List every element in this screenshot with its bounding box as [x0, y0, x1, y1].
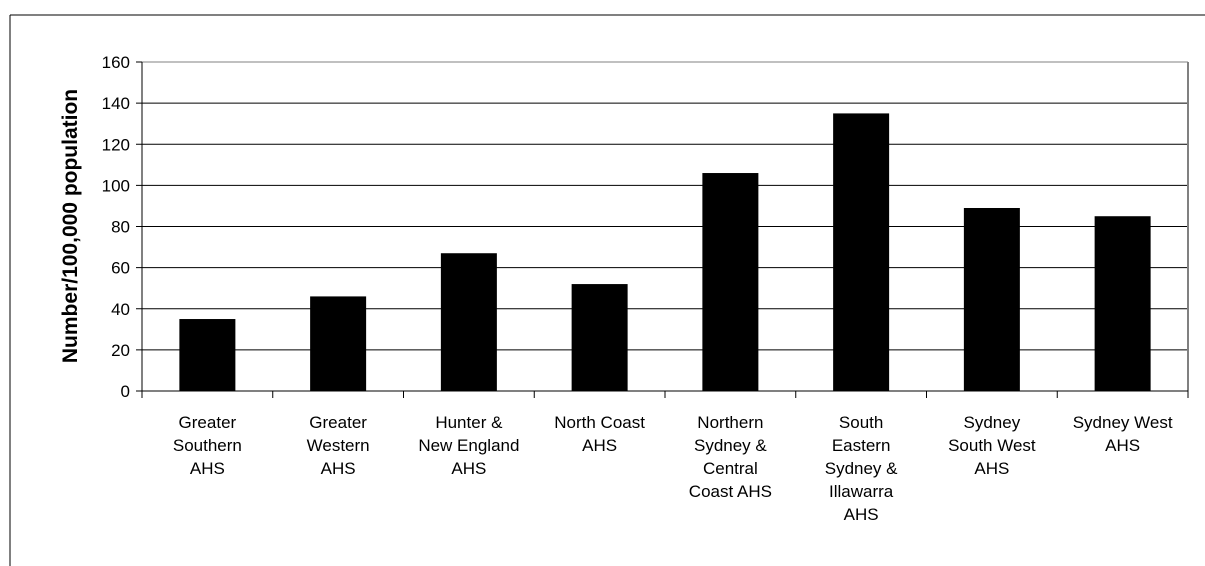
x-category-label: Northern: [697, 413, 763, 432]
y-tick-label: 100: [102, 176, 130, 195]
y-tick-label: 60: [111, 259, 130, 278]
grid-lines: [142, 61, 1188, 351]
x-category-label: AHS: [321, 459, 356, 478]
x-category-label: Hunter &: [435, 413, 503, 432]
y-tick-label: 120: [102, 135, 130, 154]
x-category-label: New England: [418, 436, 519, 455]
bar-6: [963, 207, 1020, 391]
x-category-label: Sydney &: [694, 436, 767, 455]
x-category-label: AHS: [844, 505, 879, 524]
x-category-label: Sydney West: [1073, 413, 1173, 432]
x-category-label: Western: [307, 436, 370, 455]
bar-0: [179, 319, 236, 391]
x-category-label: Sydney &: [825, 459, 898, 478]
x-category-label: North Coast: [554, 413, 645, 432]
bar-1: [310, 296, 367, 391]
x-category-label: South West: [948, 436, 1036, 455]
y-tick-label: 0: [121, 382, 130, 401]
y-axis-title: Number/100,000 population: [59, 89, 82, 363]
x-category-label: AHS: [190, 459, 225, 478]
y-tick-label: 80: [111, 218, 130, 237]
x-category-label: South: [839, 413, 883, 432]
axes: [136, 61, 1189, 398]
y-tick-label: 140: [102, 94, 130, 113]
bar-2: [440, 253, 497, 391]
x-category-label: AHS: [1105, 436, 1140, 455]
x-category-label: Greater: [309, 413, 367, 432]
x-category-label: AHS: [451, 459, 486, 478]
y-tick-labels: 0 20 40 60 80 100 120 140 160: [102, 53, 130, 401]
y-tick-label: 40: [111, 300, 130, 319]
x-category-label: Illawarra: [829, 482, 894, 501]
x-category-label: Sydney: [964, 413, 1021, 432]
bar-3: [571, 284, 628, 391]
x-category-labels: Greater Southern AHS Greater Western AHS Hunte…: [173, 413, 1173, 524]
y-tick-label: 160: [102, 53, 130, 72]
x-category-label: Central: [703, 459, 758, 478]
bars: [179, 113, 1151, 391]
bar-7: [1094, 216, 1151, 391]
x-category-label: AHS: [974, 459, 1009, 478]
x-category-label: Coast AHS: [689, 482, 772, 501]
x-category-label: Eastern: [832, 436, 891, 455]
x-category-label: AHS: [582, 436, 617, 455]
bar-5: [833, 113, 890, 391]
x-category-label: Greater: [179, 413, 237, 432]
y-tick-label: 20: [111, 341, 130, 360]
x-category-label: Southern: [173, 436, 242, 455]
bar-4: [702, 173, 759, 391]
